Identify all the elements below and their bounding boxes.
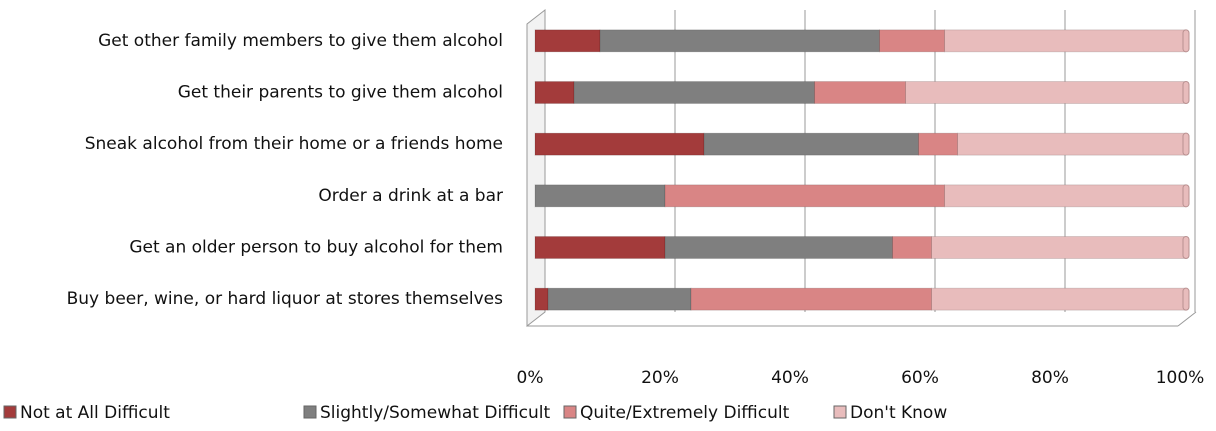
bar-segment	[931, 236, 1186, 259]
y-tick-label: Get an older person to buy alcohol for t…	[129, 238, 503, 258]
bar-segment	[814, 81, 906, 104]
bar-end	[1182, 236, 1190, 259]
x-tick-label: 100%	[1156, 368, 1205, 388]
legend-label: Quite/Extremely Difficult	[580, 403, 790, 423]
bar-segment	[573, 81, 815, 104]
legend-swatch	[833, 405, 847, 419]
legend-label: Slightly/Somewhat Difficult	[320, 403, 550, 423]
bar-end	[1182, 29, 1190, 53]
bar-end	[1182, 132, 1190, 156]
x-tick-label: 20%	[641, 368, 679, 388]
legend-swatch	[563, 405, 577, 419]
legend-swatch	[303, 405, 317, 419]
bar-segment	[944, 184, 1186, 208]
x-tick-label: 60%	[901, 368, 939, 388]
bar-segment	[918, 132, 958, 156]
bar-end	[1182, 184, 1190, 208]
bar-end	[1182, 81, 1190, 104]
x-tick-label: 0%	[517, 368, 544, 388]
bar-segment	[957, 132, 1186, 156]
bar-segment	[547, 287, 692, 311]
bar-segment	[534, 287, 549, 311]
bar-segment	[905, 81, 1186, 104]
bar-segment	[892, 236, 932, 259]
y-tick-label: Get their parents to give them alcohol	[178, 83, 503, 103]
axis-floor-edge	[1177, 311, 1197, 327]
bar-segment	[879, 29, 945, 53]
y-tick-label: Buy beer, wine, or hard liquor at stores…	[67, 289, 504, 309]
bar-end	[1182, 287, 1190, 311]
bar-segment	[931, 287, 1186, 311]
x-tick-label: 80%	[1031, 368, 1069, 388]
bar-segment	[534, 236, 666, 259]
bar-segment	[534, 132, 705, 156]
bar-segment	[703, 132, 919, 156]
x-tick-label: 40%	[771, 368, 809, 388]
bar-segment	[534, 81, 575, 104]
bar-segment	[599, 29, 880, 53]
y-tick-label: Order a drink at a bar	[318, 186, 503, 206]
bar-segment	[944, 29, 1186, 53]
bar-segment	[664, 236, 893, 259]
y-tick-label: Sneak alcohol from their home or a frien…	[85, 134, 503, 154]
bar-segment	[534, 29, 601, 53]
bar-segment	[664, 184, 945, 208]
legend-label: Don't Know	[850, 403, 947, 423]
legend-label: Not at All Difficult	[20, 403, 170, 423]
bar-segment	[690, 287, 932, 311]
bar-segment	[534, 184, 666, 208]
axis-wall	[526, 8, 546, 328]
y-tick-label: Get other family members to give them al…	[98, 31, 503, 51]
legend-swatch	[3, 405, 17, 419]
